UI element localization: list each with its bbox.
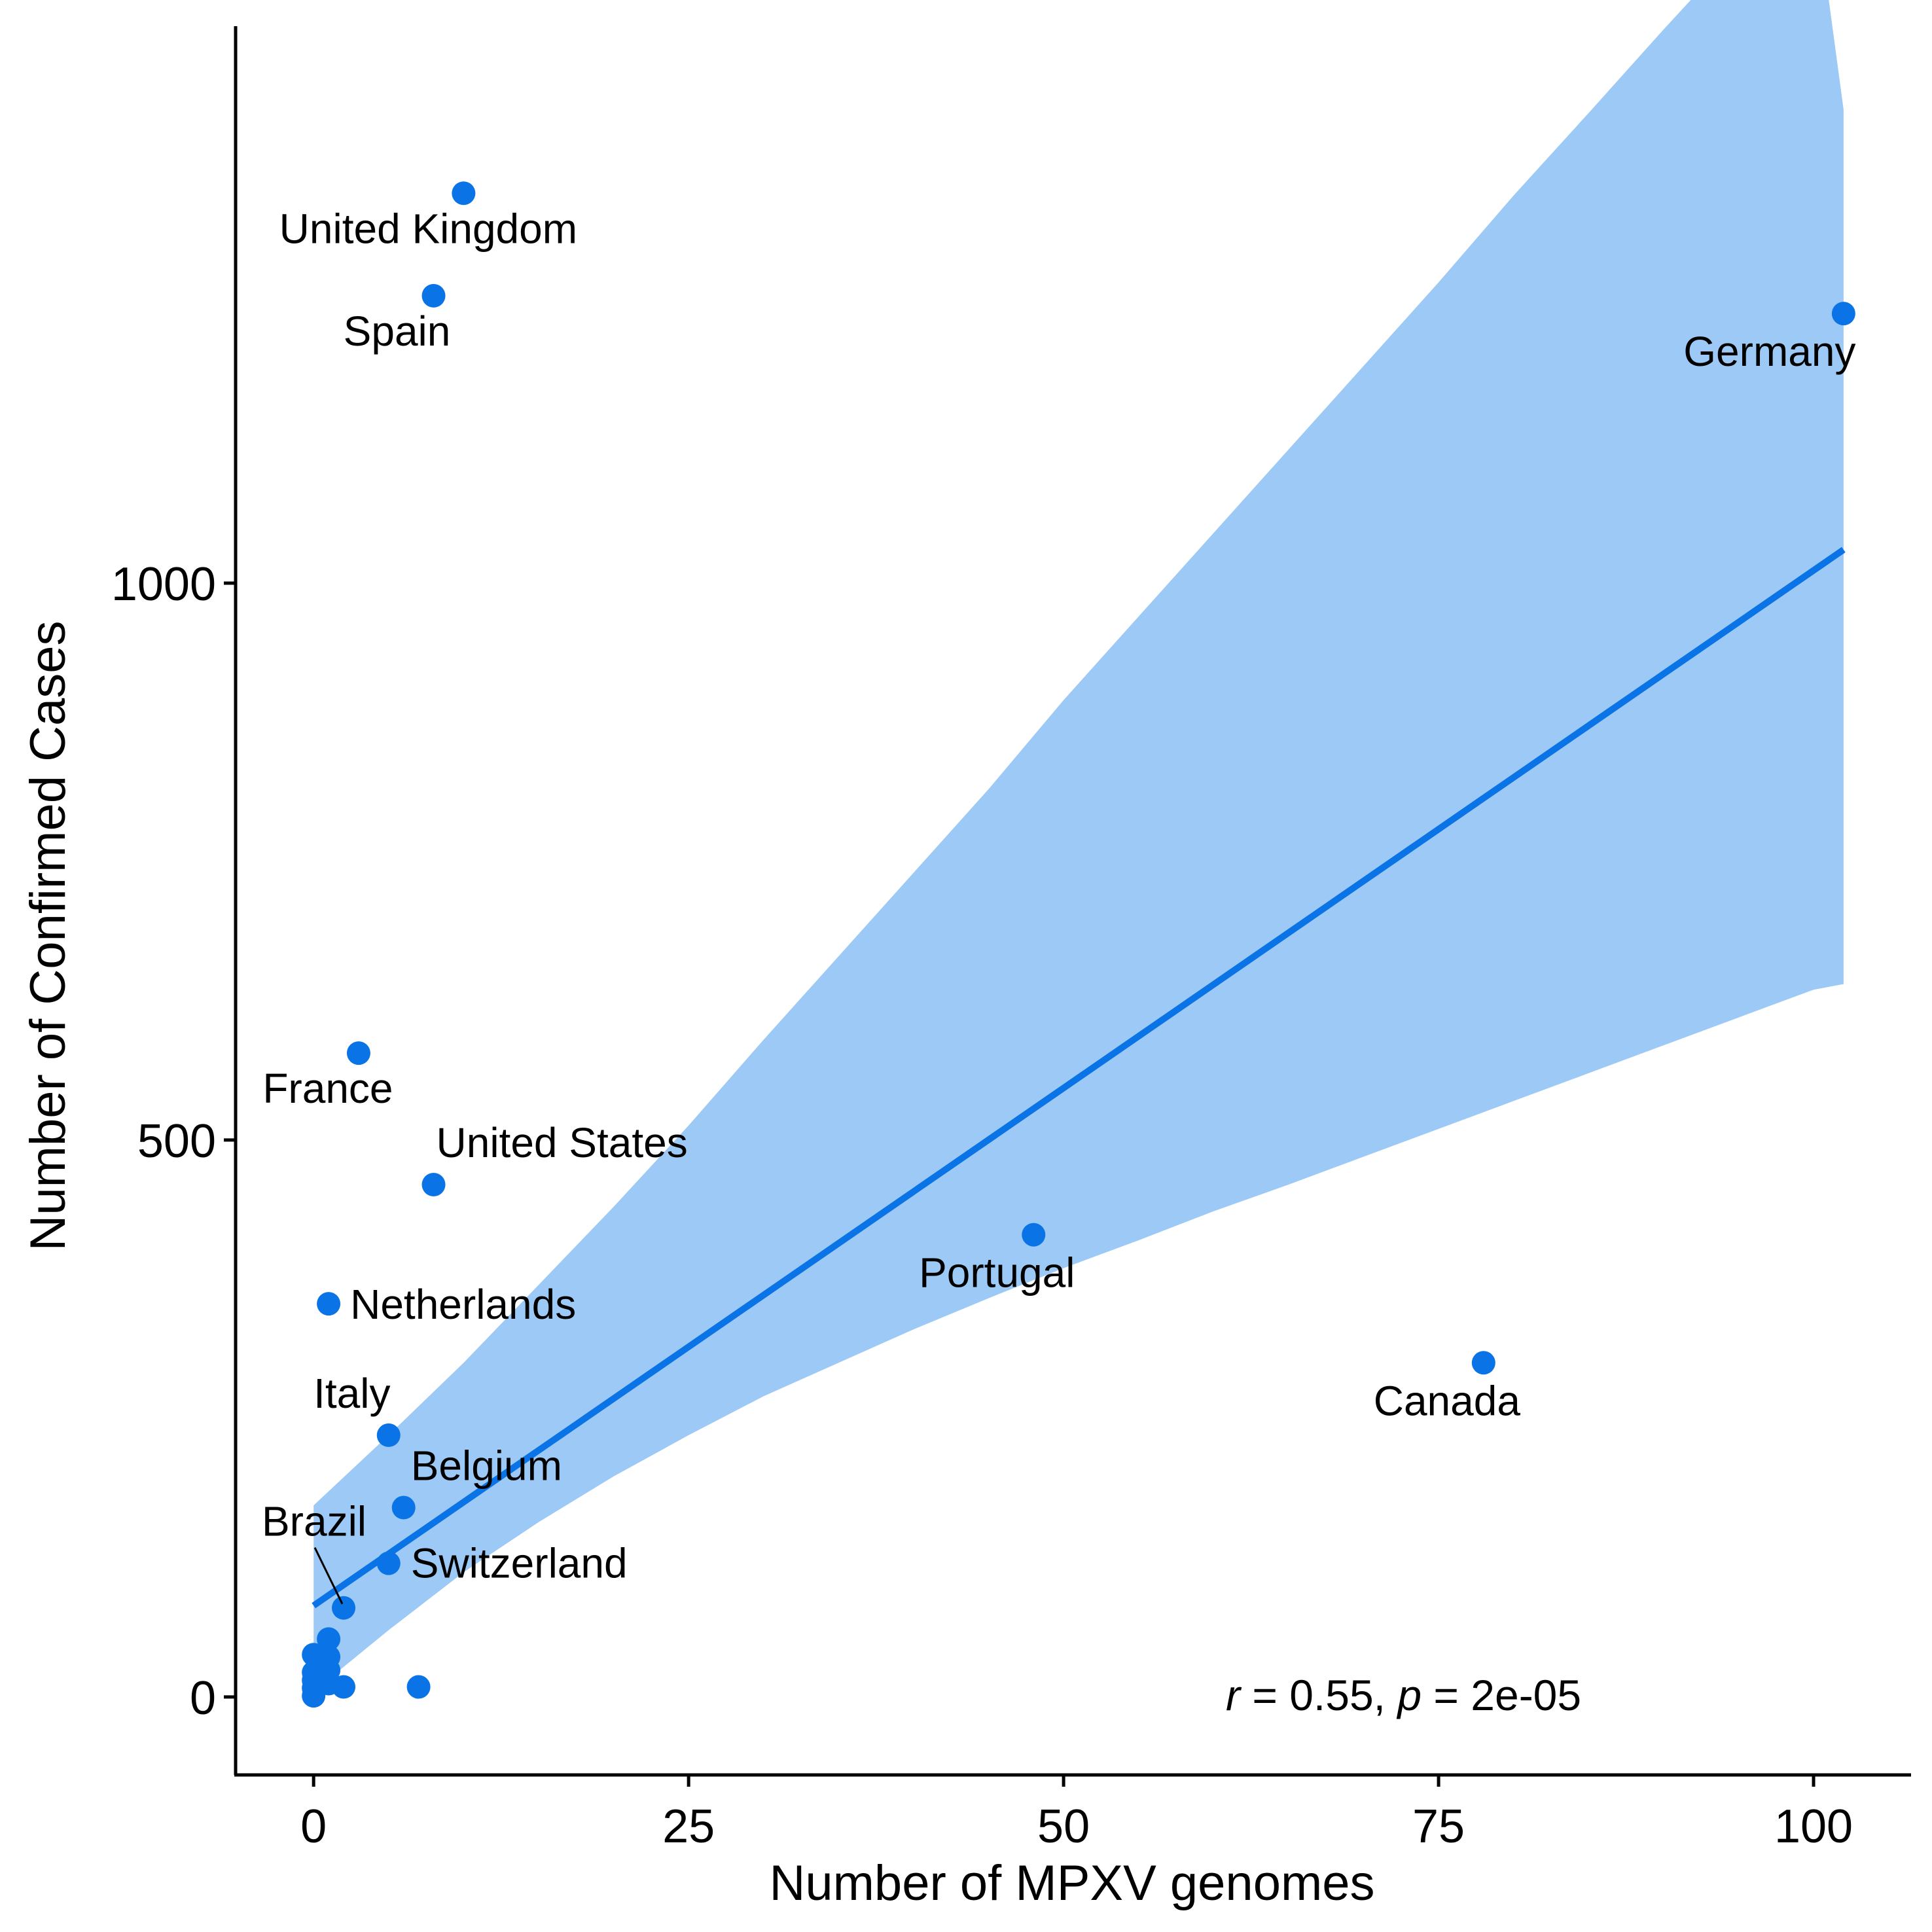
confidence-band bbox=[313, 0, 1844, 1692]
y-axis-title: Number of Confirmed Cases bbox=[20, 620, 76, 1251]
r-symbol: r bbox=[1226, 1671, 1242, 1719]
point-label: Spain bbox=[344, 308, 451, 355]
data-point bbox=[317, 1627, 341, 1651]
data-point bbox=[302, 1684, 326, 1708]
brazil-label-connector bbox=[313, 1547, 344, 1605]
data-point bbox=[1831, 302, 1855, 326]
point-labels-layer: United Kingdom Spain Germany France United S… bbox=[262, 205, 1855, 1605]
p-value: = 2e-05 bbox=[1422, 1671, 1581, 1719]
data-point bbox=[406, 1675, 431, 1699]
point-label: United Kingdom bbox=[279, 205, 577, 252]
x-tick-label: 0 bbox=[300, 1800, 327, 1853]
p-symbol: p bbox=[1396, 1671, 1422, 1719]
point-label: Italy bbox=[313, 1370, 390, 1417]
r-value: = 0.55, bbox=[1240, 1671, 1397, 1719]
confidence-band-layer bbox=[313, 0, 1844, 1692]
x-tick-label: 75 bbox=[1412, 1800, 1465, 1853]
data-point bbox=[421, 283, 446, 308]
data-point bbox=[332, 1675, 356, 1699]
data-point bbox=[1471, 1351, 1495, 1375]
data-point bbox=[317, 1292, 341, 1316]
points-layer bbox=[302, 181, 1855, 1708]
y-tick-label: 500 bbox=[137, 1115, 216, 1168]
data-point bbox=[391, 1495, 416, 1520]
point-label: Brazil bbox=[262, 1498, 367, 1545]
data-point bbox=[332, 1596, 356, 1620]
fit-line-layer bbox=[312, 546, 1846, 1609]
x-tick-label: 100 bbox=[1774, 1800, 1853, 1853]
y-axis-ticks: 0 500 1000 bbox=[111, 558, 236, 1725]
x-tick-label: 50 bbox=[1037, 1800, 1090, 1853]
x-axis-ticks: 0 25 50 75 100 bbox=[300, 1775, 1853, 1853]
x-axis-title: Number of MPXV genomes bbox=[769, 1855, 1374, 1911]
data-point bbox=[376, 1423, 401, 1447]
point-label: United States bbox=[437, 1119, 688, 1166]
point-label: France bbox=[262, 1065, 393, 1112]
data-point bbox=[421, 1172, 446, 1196]
point-label: Germany bbox=[1683, 328, 1855, 375]
data-point bbox=[452, 181, 476, 206]
point-label: Canada bbox=[1374, 1377, 1521, 1424]
data-point bbox=[346, 1041, 370, 1065]
point-label: Belgium bbox=[411, 1442, 562, 1490]
data-point bbox=[1022, 1223, 1046, 1247]
regression-line bbox=[312, 546, 1846, 1609]
correlation-annotation: r = 0.55, p = 2e-05 bbox=[1226, 1671, 1581, 1719]
point-label: Switzerland bbox=[411, 1540, 628, 1587]
data-point bbox=[376, 1551, 401, 1575]
point-label: Netherlands bbox=[350, 1281, 576, 1328]
y-tick-label: 0 bbox=[190, 1672, 216, 1725]
y-tick-label: 1000 bbox=[111, 558, 216, 611]
x-tick-label: 25 bbox=[662, 1800, 715, 1853]
point-label: Portugal bbox=[919, 1249, 1075, 1297]
